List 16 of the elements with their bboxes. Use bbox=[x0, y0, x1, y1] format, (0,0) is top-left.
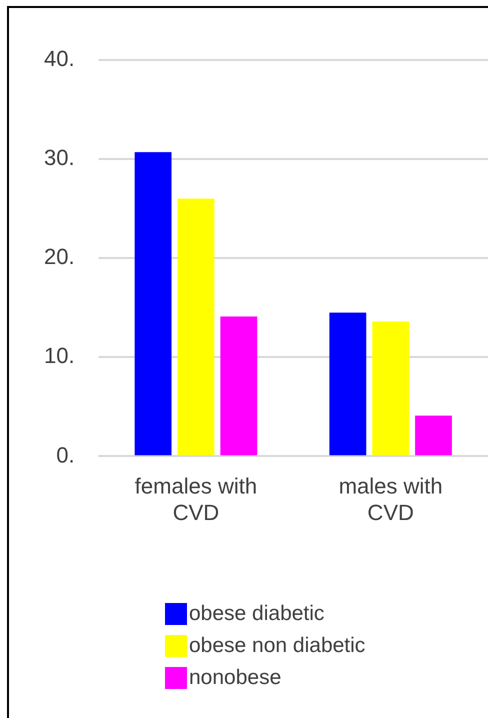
y-tick-label: 0. bbox=[56, 442, 75, 468]
y-tick-label: 10. bbox=[44, 343, 75, 368]
legend-label: nonobese bbox=[189, 666, 282, 690]
x-tick-label: females with CVD bbox=[134, 473, 258, 525]
bar bbox=[178, 198, 214, 456]
bar bbox=[134, 152, 172, 456]
bar bbox=[415, 416, 452, 456]
y-tick-label: 20. bbox=[44, 244, 75, 270]
legend-label: obese diabetic bbox=[189, 602, 324, 626]
y-tick-label: 40. bbox=[44, 46, 75, 72]
y-tick-label: 30. bbox=[44, 145, 75, 170]
legend-label: obese non diabetic bbox=[189, 634, 366, 658]
bar bbox=[220, 316, 258, 456]
bar bbox=[329, 312, 366, 456]
x-tick-label: males with CVD bbox=[338, 473, 443, 525]
bar bbox=[372, 321, 410, 456]
